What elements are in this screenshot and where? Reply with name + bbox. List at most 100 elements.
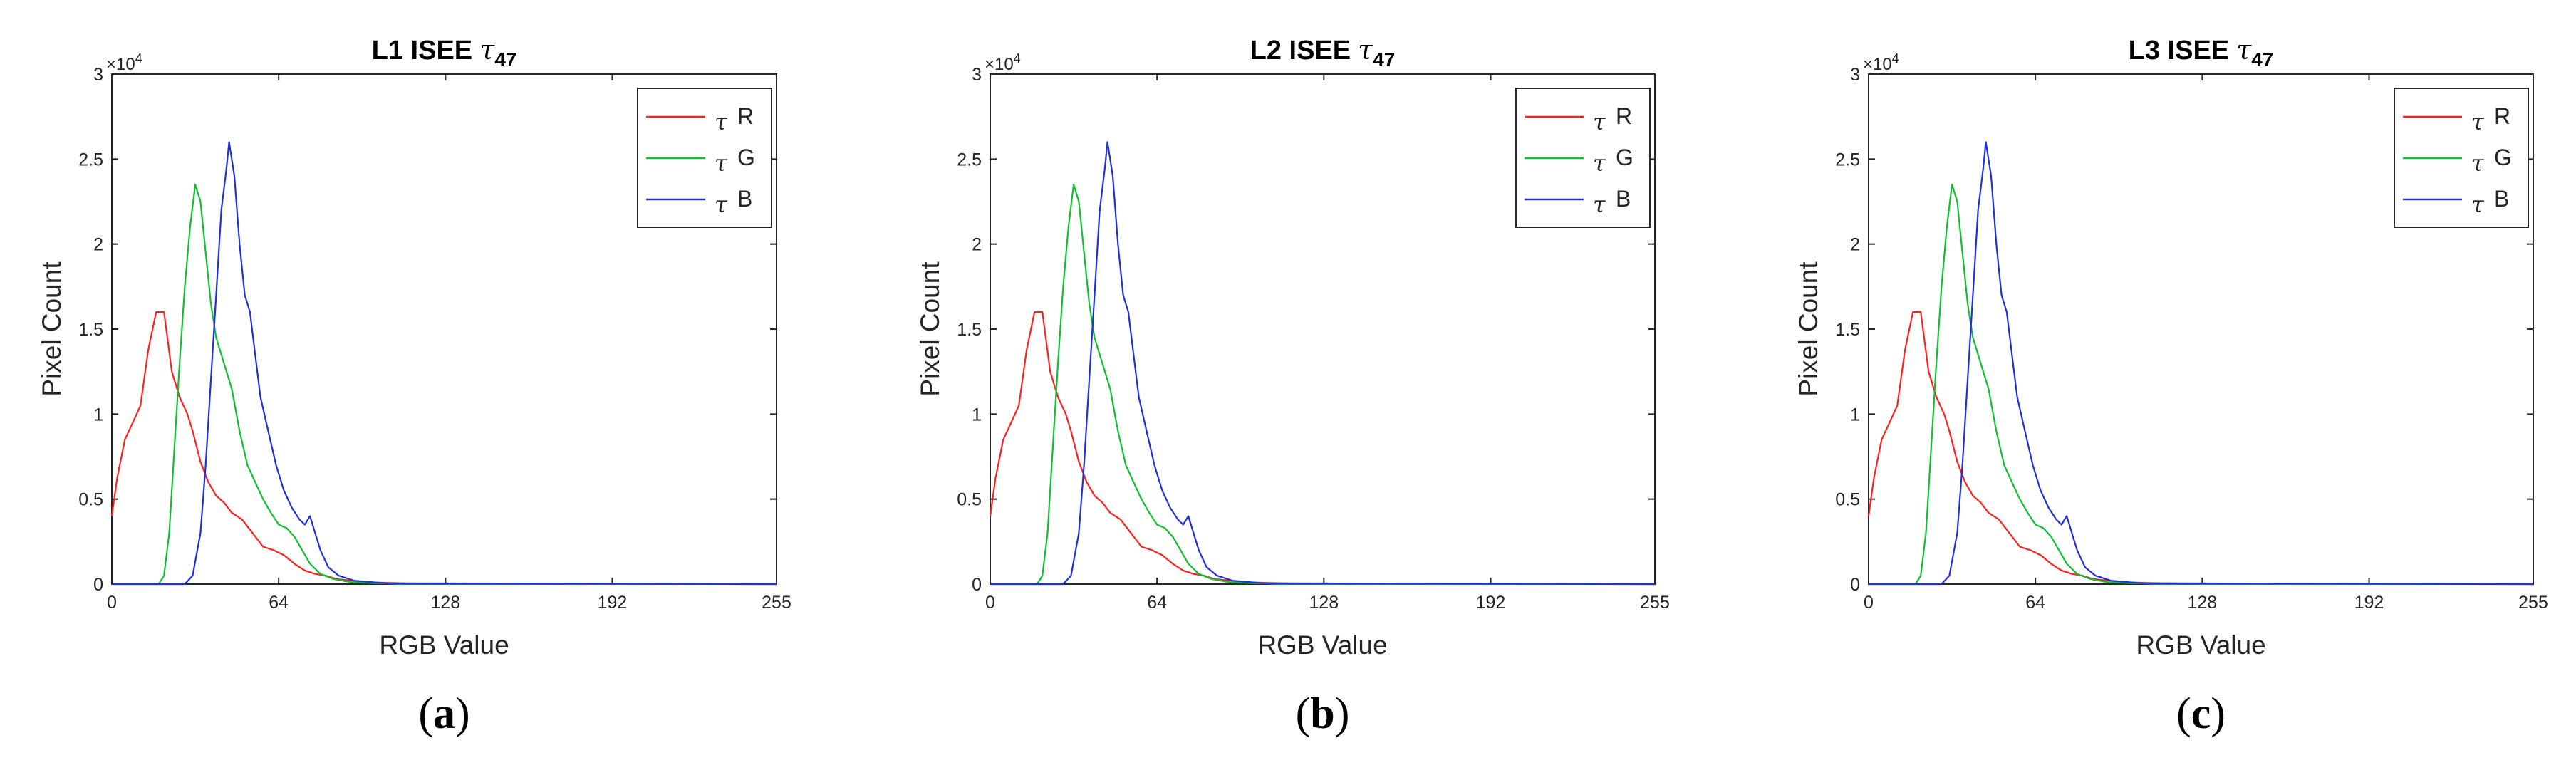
x-tick-label: 255 [762,593,791,613]
y-tick-label: 2 [1850,235,1860,255]
legend-label: R [1616,103,1632,129]
x-tick-label: 64 [1147,593,1167,613]
y-tick-label: 0 [972,575,982,595]
series-line-r [1867,311,2534,586]
x-axis-label: RGB Value [379,630,509,660]
x-tick-label: 128 [1309,593,1339,613]
x-tick-label: 255 [1640,593,1670,613]
chart-title: L1 ISEE τ47 [372,34,517,71]
y-tick-label: 1.5 [1835,320,1860,340]
chart-title-prefix: L2 ISEE [1250,36,1351,66]
legend-symbol: τ [715,150,728,177]
series-line-b [1869,141,2534,586]
x-tick-label: 0 [1864,593,1874,613]
caption-close: ) [455,690,470,738]
caption-close: ) [2211,690,2226,738]
caption-letter: c [2191,690,2211,738]
y-tick-label: 2.5 [1835,150,1860,170]
caption-open: ( [418,690,433,738]
y-exponent-base: ×10 [1863,55,1892,74]
caption-letter: a [433,690,455,738]
x-tick-label: 192 [1476,593,1506,613]
series-line-b [112,141,777,586]
x-axis-label: RGB Value [1257,630,1387,660]
chart-title-prefix: L3 ISEE [2129,36,2230,66]
series-line-r [110,311,777,586]
caption-close: ) [1335,690,1350,738]
x-tick-label: 64 [269,593,289,613]
x-axis-label: RGB Value [2136,630,2265,660]
x-tick-label: 128 [430,593,460,613]
y-exponent-power: 4 [1892,51,1899,66]
panel-caption: (a) [418,690,469,738]
chart-title-symbol: τ [1358,34,1373,66]
caption-letter: b [1310,690,1334,738]
y-tick-label: 1 [93,405,103,425]
y-tick-label: 0 [93,575,103,595]
legend-label: G [737,145,755,170]
y-axis-label: Pixel Count [915,261,945,397]
y-tick-label: 3 [972,65,982,85]
y-tick-label: 0 [1850,575,1860,595]
caption-open: ( [1296,690,1311,738]
panel-caption: (b) [1296,690,1350,738]
series-line-g [112,184,777,586]
y-tick-label: 1.5 [957,320,982,340]
y-tick-label: 1 [1850,405,1860,425]
y-axis-label: Pixel Count [1794,261,1823,397]
chart-title: L3 ISEE τ47 [2129,34,2274,71]
series-line-r [989,311,1656,586]
legend-label: B [737,186,752,212]
chart-title-subscript: 47 [2251,48,2273,71]
chart-title-subscript: 47 [494,48,516,71]
legend-label: B [2494,186,2509,212]
y-tick-label: 3 [93,65,103,85]
legend: τ Rτ Gτ B [1515,88,1651,228]
legend: τ Rτ Gτ B [2394,88,2529,228]
y-tick-label: 0.5 [1835,490,1860,510]
y-tick-label: 2.5 [957,150,982,170]
caption-open: ( [2176,690,2191,738]
legend-label: R [737,103,754,129]
legend-symbol: τ [2471,191,2485,218]
y-exponent-base: ×10 [985,55,1014,74]
legend-symbol: τ [2471,150,2485,177]
panel-caption: (c) [2176,690,2226,738]
chart-title: L2 ISEE τ47 [1250,34,1396,71]
y-tick-label: 1 [972,405,982,425]
legend-label: G [1616,145,1634,170]
legend-symbol: τ [1593,150,1606,177]
x-tick-label: 0 [107,593,117,613]
legend-symbol: τ [2471,108,2485,135]
chart-title-subscript: 47 [1373,48,1395,71]
y-axis-label: Pixel Count [37,261,66,397]
y-tick-label: 2 [93,235,103,255]
series-line-b [990,141,1656,586]
legend-label: B [1616,186,1631,212]
legend-symbol: τ [715,191,728,218]
y-exponent-label: ×104 [985,51,1021,74]
y-exponent-power: 4 [1014,51,1021,66]
y-exponent-label: ×104 [106,51,142,74]
y-tick-label: 0.5 [78,490,103,510]
x-tick-label: 64 [2025,593,2045,613]
chart-title-symbol: τ [2236,34,2252,66]
chart-title-prefix: L1 ISEE [372,36,473,66]
legend-symbol: τ [1593,108,1606,135]
legend: τ Rτ Gτ B [637,88,772,228]
x-tick-label: 0 [985,593,995,613]
y-tick-label: 2 [972,235,982,255]
y-tick-label: 2.5 [78,150,103,170]
legend-symbol: τ [1593,191,1606,218]
x-tick-label: 128 [2187,593,2217,613]
x-tick-label: 255 [2518,593,2548,613]
y-exponent-power: 4 [135,51,142,66]
y-exponent-label: ×104 [1863,51,1899,74]
series-line-g [1869,184,2534,586]
y-tick-label: 1.5 [78,320,103,340]
y-exponent-base: ×10 [106,55,135,74]
